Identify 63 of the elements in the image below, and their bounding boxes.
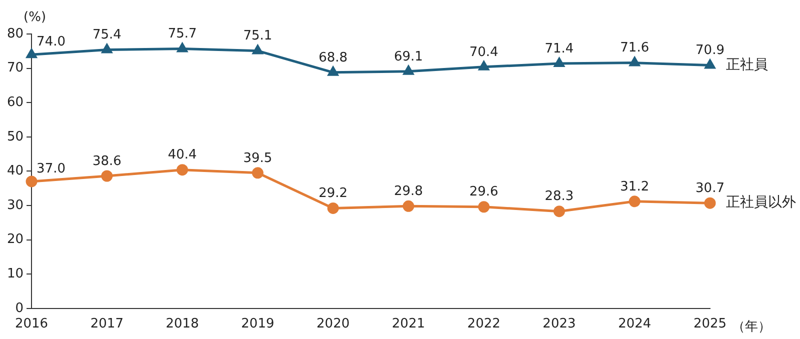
point: [101, 170, 113, 182]
series-label: 正社員: [726, 56, 768, 73]
data-label: 75.1: [243, 28, 272, 44]
y-tick-label: 0: [15, 300, 24, 316]
data-label: 29.8: [394, 184, 423, 200]
data-label: 74.0: [36, 34, 66, 50]
point: [402, 200, 414, 212]
data-label: 71.6: [620, 40, 650, 56]
point: [327, 202, 339, 214]
x-tick-label: 2020: [316, 316, 350, 332]
x-tick-label: 2016: [14, 316, 48, 332]
y-tick-label: 70: [6, 60, 24, 76]
data-label: 68.8: [318, 50, 348, 66]
data-label: 70.4: [469, 44, 498, 60]
data-label: 75.7: [168, 26, 197, 42]
point: [176, 164, 188, 176]
x-tick-label: 2021: [392, 316, 426, 332]
point: [628, 196, 640, 208]
point: [629, 57, 640, 66]
y-tick-label: 30: [6, 198, 24, 213]
point: [102, 44, 112, 54]
point: [328, 66, 338, 76]
y-tick-label: 10: [6, 266, 24, 282]
data-label: 37.0: [36, 161, 66, 176]
data-label: 71.4: [544, 41, 574, 56]
data-label: 70.9: [696, 43, 724, 58]
data-label: 29.6: [469, 184, 498, 200]
point: [704, 197, 716, 209]
x-tick-label: 2025: [693, 316, 727, 332]
series-label: 正社員以外: [726, 194, 796, 211]
x-tick-label: 2022: [467, 316, 500, 332]
data-label: 75.4: [92, 28, 122, 43]
x-axis-title: （年）: [732, 319, 771, 334]
point: [478, 61, 489, 70]
data-label: 69.1: [394, 49, 423, 64]
x-tick-label: 2017: [90, 316, 124, 332]
point: [252, 45, 263, 54]
x-tick-label: 2018: [166, 316, 199, 332]
data-label: 38.6: [92, 154, 122, 169]
point: [252, 167, 264, 179]
point: [26, 48, 37, 58]
y-tick-label: 40: [6, 164, 24, 179]
data-label: 39.5: [243, 150, 272, 166]
y-tick-label: 20: [6, 232, 24, 248]
point: [26, 176, 38, 188]
point: [554, 58, 564, 67]
point: [704, 59, 716, 69]
point: [177, 43, 188, 52]
x-tick-label: 2024: [618, 316, 652, 332]
y-axis-title: (%): [24, 10, 46, 25]
data-label: 28.3: [544, 189, 574, 204]
y-tick-label: 60: [6, 94, 24, 110]
x-tick-label: 2023: [542, 316, 576, 332]
data-label: 30.7: [696, 180, 724, 196]
data-label: 31.2: [620, 179, 650, 194]
point: [478, 201, 490, 213]
data-label: 29.2: [318, 186, 348, 202]
x-tick-label: 2019: [241, 316, 274, 332]
y-tick-label: 50: [6, 129, 24, 144]
point: [403, 66, 414, 75]
data-label: 40.4: [168, 148, 197, 163]
point: [553, 206, 565, 218]
y-tick-label: 80: [6, 26, 24, 42]
